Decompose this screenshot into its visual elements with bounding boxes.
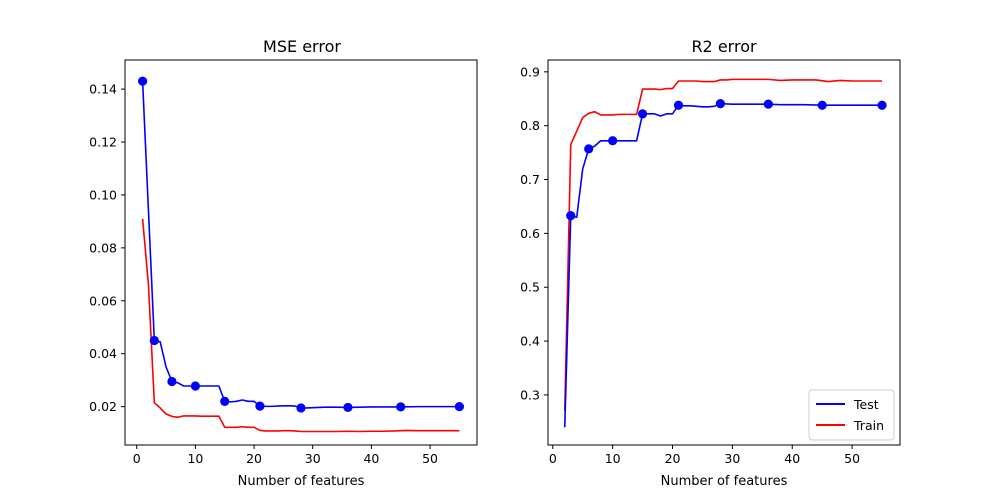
r2-y-tick-label: 0.3 [520, 387, 540, 402]
r2-axes-frame [547, 59, 901, 446]
mse-marker-test [296, 403, 306, 413]
mse-x-tick-label: 50 [422, 451, 438, 466]
mse-y-tick-label: 0.08 [89, 240, 117, 255]
r2-panel: R2 error 0 10 20 30 40 50 0.3 0.4 0.5 0.6 0.7 0.8 0.… [520, 37, 901, 489]
r2-x-tick-label: 20 [665, 451, 681, 466]
r2-legend: Test Train [808, 389, 895, 441]
mse-y-tick-label: 0.12 [89, 135, 117, 150]
r2-marker-test [715, 99, 726, 109]
r2-markers [566, 99, 887, 221]
r2-y-tick-label: 0.4 [520, 334, 540, 349]
r2-x-axis-label: Number of features [661, 474, 788, 489]
r2-y-tick-label: 0.6 [520, 226, 540, 241]
mse-y-tick-label: 0.10 [89, 187, 117, 202]
r2-x-tick-label: 10 [605, 451, 621, 466]
mse-ticks: 0 10 20 30 40 50 0.02 0.04 0.06 0.08 0.10 0.12 0.14 [89, 82, 438, 466]
mse-y-tick-label: 0.02 [89, 399, 117, 414]
mse-marker-test [190, 381, 200, 391]
mse-axes-frame [124, 59, 478, 446]
r2-marker-test [566, 211, 576, 221]
mse-x-tick-label: 40 [363, 451, 379, 466]
mse-y-tick-label: 0.06 [89, 293, 117, 308]
mse-line-train [141, 218, 460, 433]
r2-x-tick-label: 0 [549, 451, 557, 466]
r2-y-tick-label: 0.9 [520, 64, 540, 79]
mse-marker-test [255, 401, 265, 411]
legend-label-train: Train [853, 418, 884, 433]
r2-x-tick-label: 40 [784, 451, 800, 466]
r2-x-tick-label: 50 [844, 451, 860, 466]
r2-marker-test [877, 100, 887, 110]
mse-marker-test [220, 396, 230, 406]
mse-marker-test [167, 376, 177, 387]
legend-label-test: Test [853, 397, 879, 412]
mse-marker-test [454, 402, 464, 412]
r2-line-test [563, 102, 883, 428]
mse-x-tick-label: 10 [187, 451, 203, 466]
r2-marker-test [763, 99, 773, 109]
mse-markers [138, 76, 464, 413]
r2-marker-test [608, 136, 618, 146]
mse-panel: MSE error 0 10 20 30 40 50 0.02 0.04 0.06 0.08 0.1… [89, 37, 478, 489]
mse-chart-title: MSE error [263, 37, 341, 56]
mse-marker-test [138, 76, 148, 86]
mse-x-axis-label: Number of features [238, 474, 365, 489]
r2-line-train [563, 78, 883, 412]
r2-series [563, 78, 883, 428]
mse-x-tick-label: 30 [305, 451, 321, 466]
mse-y-tick-label: 0.04 [89, 346, 117, 361]
r2-y-tick-label: 0.8 [520, 118, 540, 133]
r2-ticks: 0 10 20 30 40 50 0.3 0.4 0.5 0.6 0.7 0.8 0.9 [520, 64, 860, 466]
mse-x-tick-label: 20 [246, 451, 262, 466]
r2-marker-test [584, 144, 594, 154]
r2-marker-test [673, 100, 684, 110]
r2-y-tick-label: 0.7 [520, 172, 540, 187]
r2-marker-test [817, 100, 827, 110]
mse-series [141, 81, 460, 433]
mse-marker-test [396, 402, 406, 412]
legend-box [808, 389, 895, 441]
mse-y-tick-label: 0.14 [89, 82, 117, 97]
mse-line-test [141, 81, 460, 409]
mse-x-tick-label: 0 [133, 451, 141, 466]
r2-y-tick-label: 0.5 [520, 280, 540, 295]
r2-marker-test [637, 109, 648, 119]
mse-marker-test [149, 335, 159, 346]
r2-x-tick-label: 30 [724, 451, 740, 466]
mse-marker-test [343, 402, 353, 413]
r2-chart-title: R2 error [691, 37, 757, 56]
